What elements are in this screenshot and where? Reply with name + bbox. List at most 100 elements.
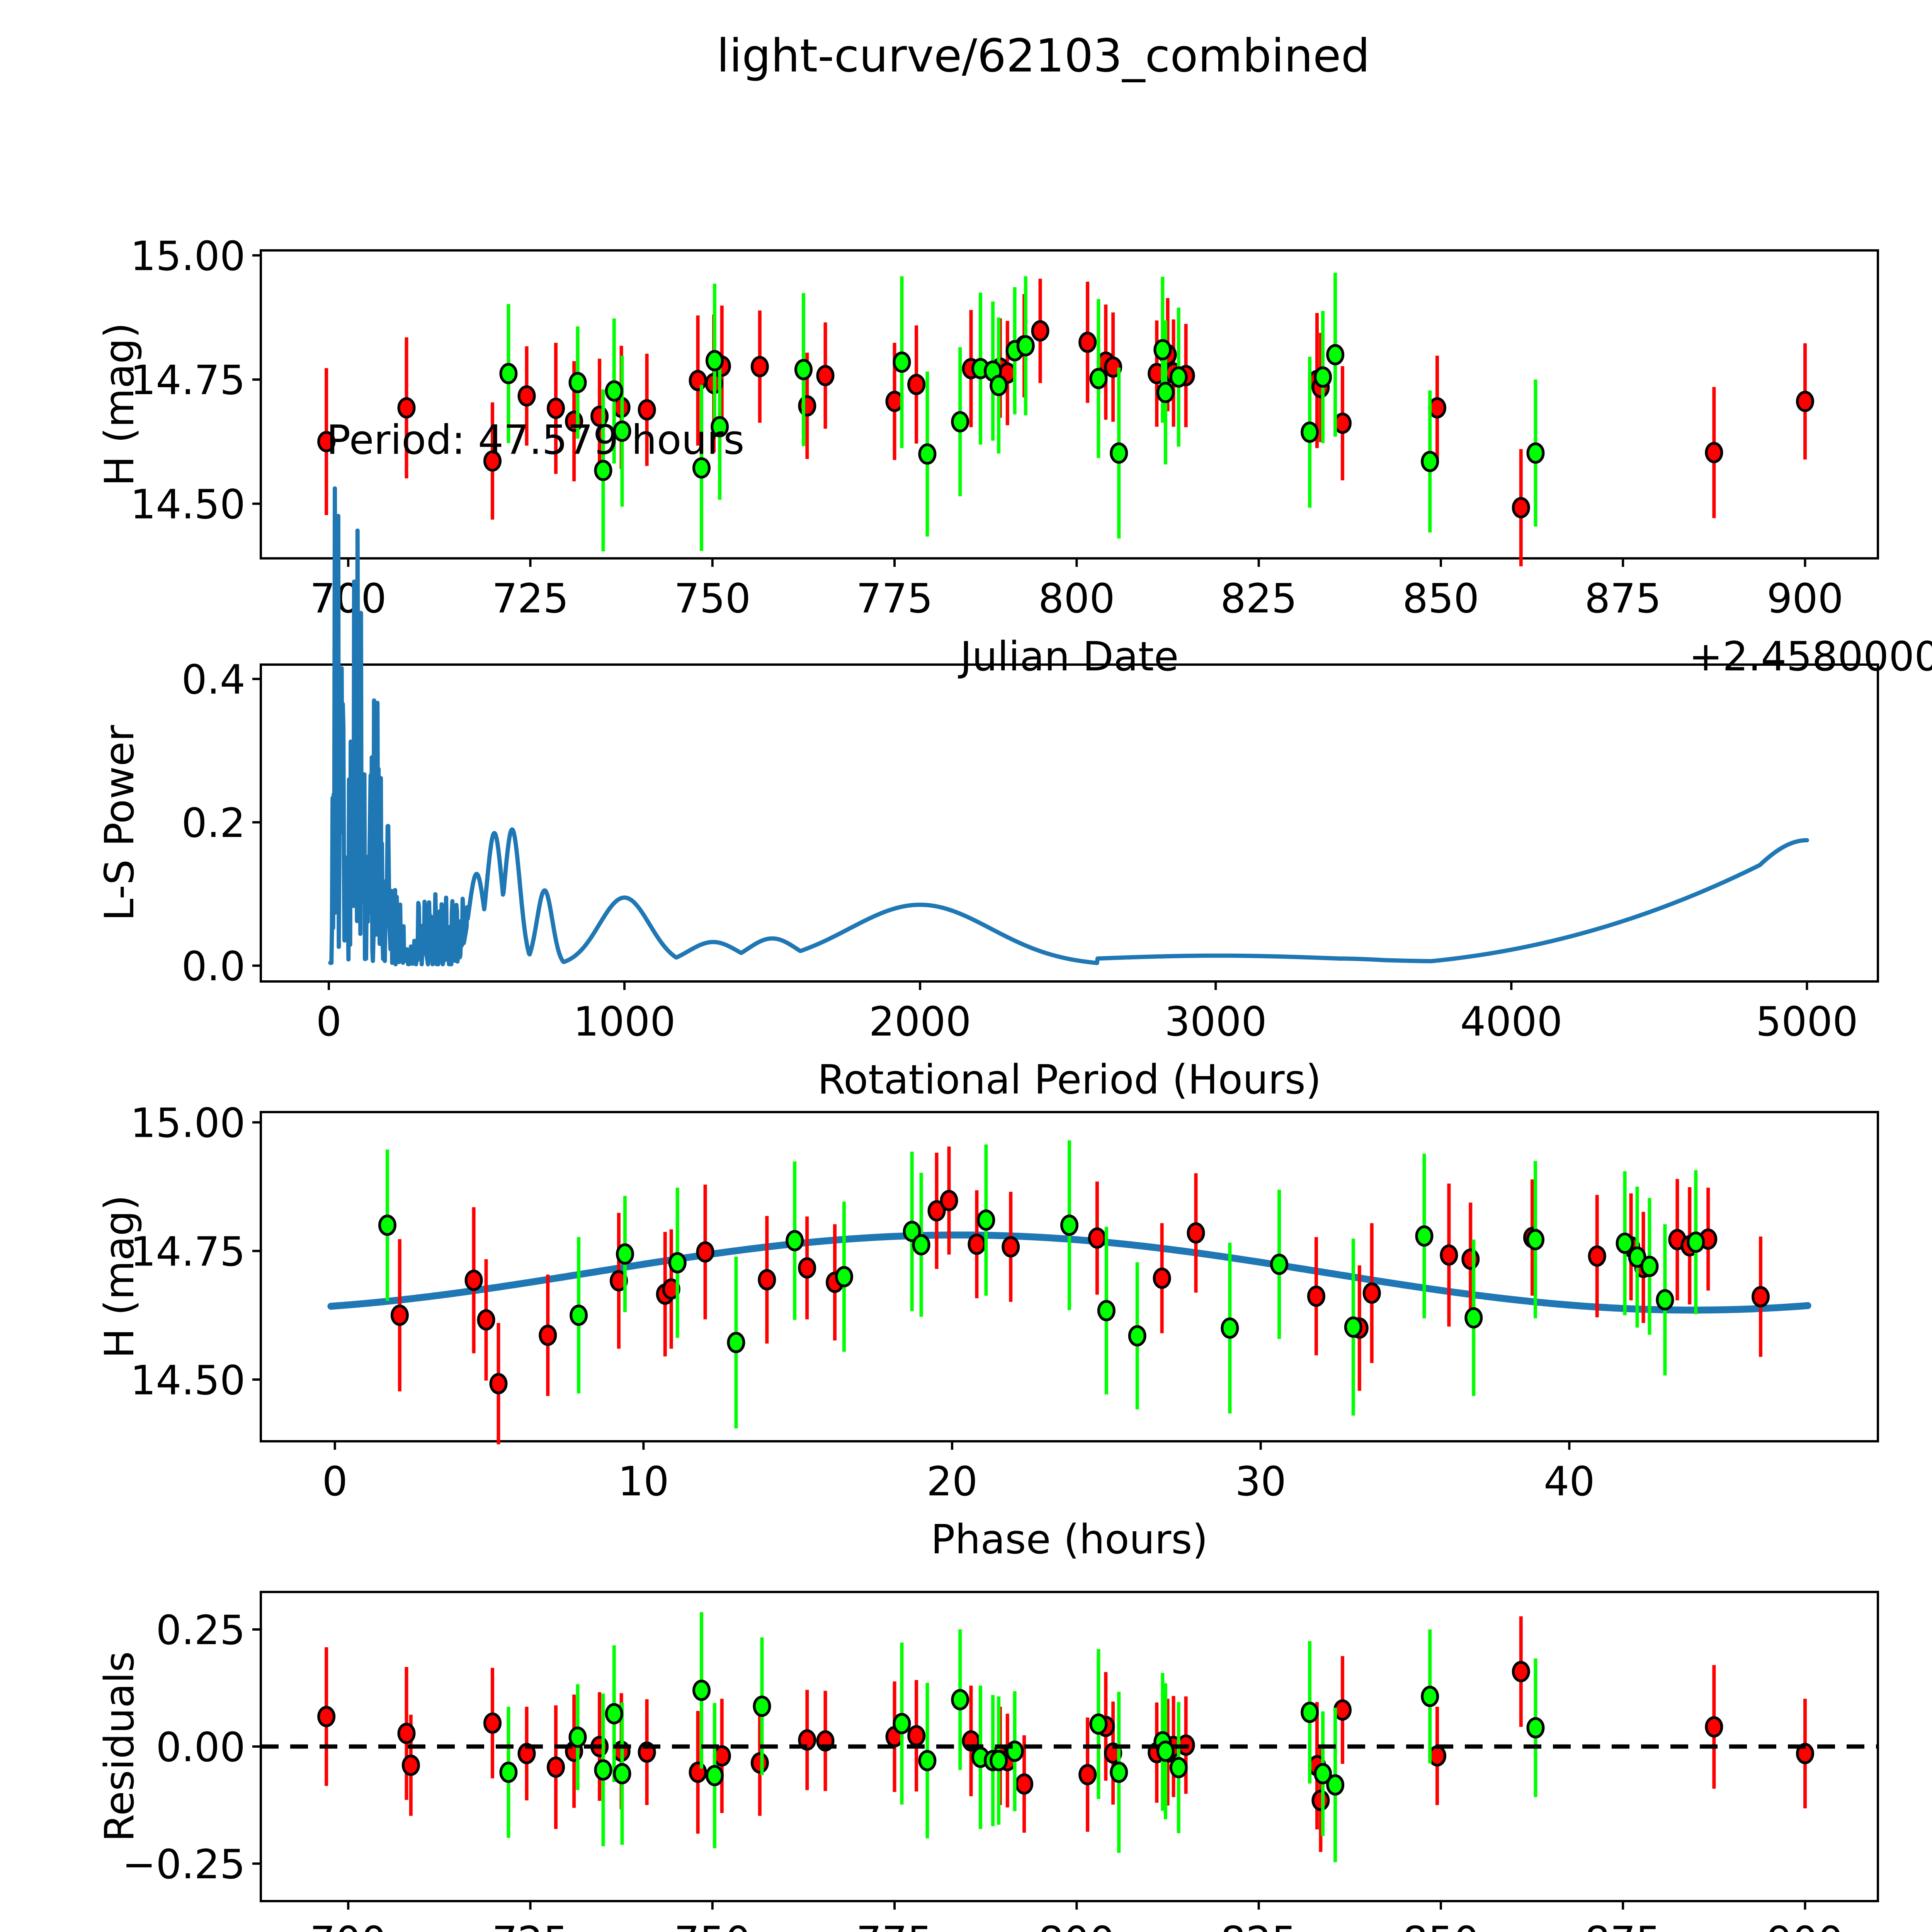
data-point [605, 380, 623, 402]
panel-phase-folded: 0 10 20 30 40 14.50 14.75 15.00 Phase (hours) H (… [0, 1100, 1932, 1584]
data-point [401, 1754, 420, 1776]
axes-frame [260, 249, 1879, 560]
data-point [893, 351, 911, 373]
data-point [1270, 1253, 1289, 1275]
data-point [1526, 1229, 1544, 1250]
plot-area-residuals: 700 725 750 775 800 825 850 875 900 −0.25 0.00 0.25… [96, 1591, 1879, 1932]
data-point [1221, 1317, 1239, 1339]
data-point [696, 1241, 714, 1263]
data-point [1110, 442, 1128, 464]
data-point [1156, 1740, 1175, 1762]
y-tick-label: −0.25 [122, 1841, 245, 1888]
data-point [570, 1304, 588, 1326]
data-point [1628, 1246, 1646, 1268]
x-tick-label: 725 [492, 1918, 569, 1932]
panel-residuals: 700 725 750 775 800 825 850 875 900 −0.25 0.00 0.25… [0, 1569, 1932, 1932]
data-point [727, 1332, 745, 1353]
x-tick-label: 750 [674, 1918, 751, 1932]
data-point [1326, 1774, 1345, 1796]
x-offset-label: +2.4580000000e6 [1689, 633, 1932, 680]
data-point [517, 385, 536, 407]
y-tick-label: 0.25 [156, 1607, 245, 1654]
data-point [705, 1765, 724, 1786]
data-point [1169, 366, 1188, 388]
plot-area-phase-folded: 0 10 20 30 40 14.50 14.75 15.00 Phase (hours) H (… [96, 1100, 1879, 1563]
data-point [990, 375, 1008, 396]
data-point [798, 1257, 816, 1279]
x-axis-label: Phase (hours) [931, 1516, 1208, 1563]
x-tick-label: 800 [1038, 575, 1115, 622]
data-point [1153, 1267, 1171, 1289]
y-tick-label: 15.00 [130, 1100, 245, 1147]
data-point [1616, 1232, 1634, 1254]
x-tick-label: 40 [1544, 1458, 1595, 1505]
y-tick-label: 0.00 [156, 1724, 245, 1771]
data-point [711, 416, 729, 437]
series-green-band [499, 272, 1545, 552]
data-point [1089, 368, 1108, 389]
x-tick-label: 725 [492, 575, 569, 622]
data-point [1415, 1225, 1434, 1247]
series-red-band [317, 1616, 1814, 1852]
data-point [689, 1762, 707, 1783]
data-point [1588, 1245, 1606, 1267]
x-tick-label: 800 [1038, 1918, 1115, 1932]
data-point [912, 1234, 930, 1255]
y-tick-label: 14.50 [130, 481, 245, 528]
data-point [1464, 1307, 1483, 1328]
data-point [1089, 1713, 1108, 1735]
data-point [1128, 1325, 1146, 1347]
data-point [977, 1209, 995, 1231]
data-point [378, 1214, 396, 1236]
panel-lightcurve: 700 725 750 775 800 825 850 875 900 14.50 14.75 15.… [0, 162, 1932, 680]
data-point [758, 1269, 776, 1291]
data-point [1153, 339, 1172, 361]
data-point [464, 1269, 483, 1291]
data-point [893, 1713, 911, 1735]
data-point [594, 459, 612, 481]
data-point [1314, 1763, 1332, 1784]
data-point [546, 398, 565, 419]
data-point [1088, 1227, 1106, 1249]
x-tick-label: 0 [322, 1458, 348, 1505]
data-point [477, 1309, 495, 1331]
data-point [951, 411, 969, 432]
data-point [951, 1689, 969, 1711]
data-point [1169, 1757, 1188, 1779]
data-point [638, 399, 656, 421]
y-tick-label: 0.0 [182, 943, 245, 990]
data-point [483, 450, 502, 472]
y-tick-label: 15.00 [130, 233, 245, 280]
data-point [794, 359, 813, 381]
data-point [613, 420, 631, 442]
data-point [1301, 1702, 1319, 1723]
x-tick-label: 825 [1220, 1918, 1297, 1932]
data-point [753, 1696, 771, 1717]
data-point [918, 1750, 937, 1771]
y-tick-label: 14.75 [130, 357, 245, 404]
periodogram-line [328, 486, 1809, 966]
data-point [1656, 1289, 1674, 1311]
data-point [539, 1325, 557, 1346]
data-point [1104, 356, 1122, 378]
y-tick-label: 14.75 [130, 1228, 245, 1275]
x-tick-label: 20 [927, 1458, 978, 1505]
period-annotation: Period: 47.579 hours [327, 416, 745, 463]
x-tick-label: 30 [1235, 1458, 1286, 1505]
plot-area-lightcurve: 700 725 750 775 800 825 850 875 900 14.50 14.75 15.… [96, 233, 1932, 680]
data-point [605, 1703, 623, 1725]
data-point [613, 1763, 631, 1784]
data-point [713, 1745, 731, 1767]
data-point [1687, 1231, 1705, 1253]
data-point [1344, 1316, 1362, 1338]
data-point [1526, 442, 1545, 464]
data-point [1640, 1255, 1659, 1277]
data-point [616, 1243, 634, 1265]
data-point [489, 1373, 508, 1395]
x-tick-label: 850 [1403, 575, 1480, 622]
series-green-band [499, 1612, 1545, 1862]
data-point [750, 1752, 769, 1774]
data-point [317, 1706, 336, 1727]
data-point [903, 1221, 921, 1242]
plot-area-periodogram: 0 1000 2000 3000 4000 5000 0.0 0.2 0.4 Rotational… [96, 486, 1879, 1103]
